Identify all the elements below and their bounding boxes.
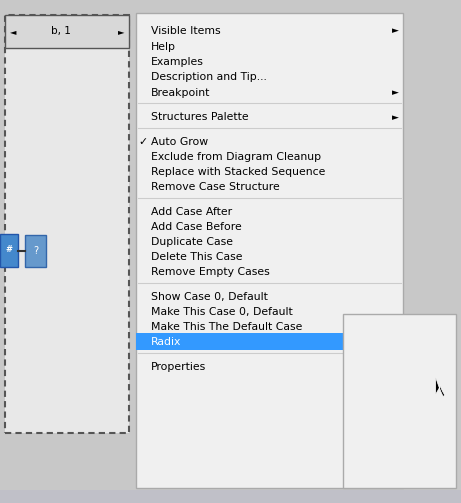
- FancyBboxPatch shape: [136, 333, 403, 350]
- Text: ►: ►: [392, 338, 398, 347]
- Text: Add Case After: Add Case After: [151, 207, 232, 217]
- Text: Remove Empty Cases: Remove Empty Cases: [151, 267, 270, 277]
- Text: ►: ►: [118, 27, 124, 36]
- Text: Replace with Stacked Sequence: Replace with Stacked Sequence: [151, 167, 325, 177]
- FancyBboxPatch shape: [0, 234, 18, 267]
- Text: ►: ►: [392, 88, 398, 97]
- Text: Octal: Octal: [359, 368, 387, 378]
- Text: Structures Palette: Structures Palette: [151, 112, 249, 122]
- Text: SI Notation: SI Notation: [359, 398, 419, 408]
- Text: Make This The Default Case: Make This The Default Case: [151, 322, 302, 332]
- FancyBboxPatch shape: [5, 15, 129, 48]
- Text: Radix: Radix: [151, 337, 182, 347]
- Text: b, 1: b, 1: [51, 26, 71, 36]
- Text: ?: ?: [33, 246, 38, 256]
- Text: ►: ►: [392, 26, 398, 35]
- Text: Auto Grow: Auto Grow: [151, 137, 208, 147]
- Text: Examples: Examples: [151, 57, 204, 67]
- Text: Properties: Properties: [151, 362, 207, 372]
- Text: Exclude from Diagram Cleanup: Exclude from Diagram Cleanup: [151, 152, 321, 162]
- Text: Show Case 0, Default: Show Case 0, Default: [151, 292, 268, 302]
- Text: Description and Tip...: Description and Tip...: [151, 72, 267, 82]
- FancyBboxPatch shape: [0, 490, 461, 503]
- Text: Add Case Before: Add Case Before: [151, 222, 242, 232]
- Text: Duplicate Case: Duplicate Case: [151, 237, 233, 247]
- Text: Make This Case 0, Default: Make This Case 0, Default: [151, 307, 293, 317]
- Text: ►: ►: [392, 113, 398, 122]
- Text: Hex: Hex: [359, 353, 380, 363]
- FancyBboxPatch shape: [0, 0, 143, 503]
- Text: Help: Help: [151, 42, 176, 52]
- FancyBboxPatch shape: [25, 235, 46, 267]
- FancyBboxPatch shape: [136, 13, 403, 488]
- Polygon shape: [436, 377, 445, 396]
- FancyBboxPatch shape: [5, 15, 129, 433]
- Text: ✓: ✓: [139, 137, 148, 147]
- Text: Binary: Binary: [359, 383, 394, 393]
- Text: ✓: ✓: [346, 383, 355, 393]
- Text: Remove Case Structure: Remove Case Structure: [151, 182, 280, 192]
- Text: Visible Items: Visible Items: [151, 26, 221, 36]
- Text: ◄: ◄: [10, 27, 16, 36]
- Text: #: #: [6, 245, 13, 255]
- Text: Delete This Case: Delete This Case: [151, 252, 242, 262]
- Text: Decimal: Decimal: [359, 338, 403, 348]
- FancyBboxPatch shape: [343, 314, 456, 488]
- FancyBboxPatch shape: [343, 380, 456, 396]
- Text: Breakpoint: Breakpoint: [151, 88, 211, 98]
